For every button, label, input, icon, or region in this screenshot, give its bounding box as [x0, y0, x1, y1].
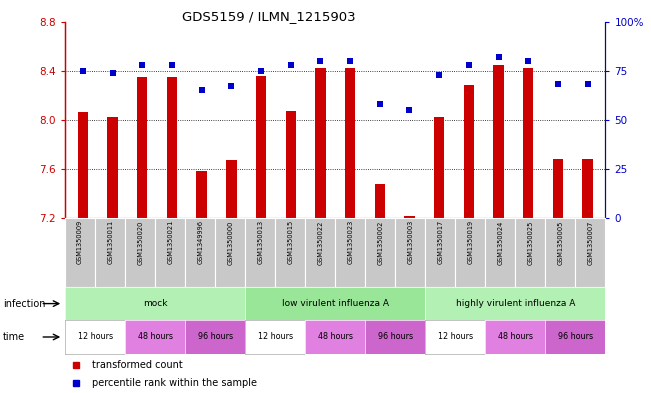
- Bar: [345, 68, 355, 218]
- Text: low virulent influenza A: low virulent influenza A: [282, 299, 389, 308]
- Bar: [493, 64, 504, 218]
- Text: 96 hours: 96 hours: [378, 332, 413, 342]
- Point: [77, 68, 88, 74]
- Point: [583, 81, 593, 88]
- Bar: [197, 171, 207, 218]
- Text: GSM1350021: GSM1350021: [167, 220, 173, 264]
- Point: [553, 81, 563, 88]
- Text: 96 hours: 96 hours: [198, 332, 233, 342]
- Bar: [137, 77, 148, 218]
- Text: GSM1350017: GSM1350017: [437, 220, 443, 264]
- Text: 48 hours: 48 hours: [137, 332, 173, 342]
- Text: GSM1350007: GSM1350007: [587, 220, 594, 264]
- Text: transformed count: transformed count: [92, 360, 183, 371]
- Text: mock: mock: [143, 299, 167, 308]
- Text: GSM1350015: GSM1350015: [287, 220, 293, 264]
- Point: [315, 58, 326, 64]
- Bar: [107, 118, 118, 218]
- Point: [345, 58, 355, 64]
- Text: GSM1350019: GSM1350019: [467, 220, 473, 264]
- Text: GSM1350011: GSM1350011: [107, 220, 113, 264]
- Text: 12 hours: 12 hours: [437, 332, 473, 342]
- Text: 48 hours: 48 hours: [318, 332, 353, 342]
- Point: [197, 87, 207, 94]
- Bar: [256, 75, 266, 218]
- Text: percentile rank within the sample: percentile rank within the sample: [92, 378, 257, 388]
- Bar: [286, 111, 296, 218]
- Bar: [77, 112, 88, 218]
- Text: GSM1350024: GSM1350024: [497, 220, 503, 264]
- Text: 96 hours: 96 hours: [558, 332, 593, 342]
- Point: [167, 62, 177, 68]
- Point: [523, 58, 533, 64]
- Text: GSM1350005: GSM1350005: [557, 220, 563, 264]
- Text: 12 hours: 12 hours: [77, 332, 113, 342]
- Bar: [464, 85, 474, 218]
- Text: infection: infection: [3, 299, 46, 309]
- Point: [404, 107, 415, 113]
- Text: GSM1350025: GSM1350025: [527, 220, 533, 264]
- Text: 12 hours: 12 hours: [258, 332, 293, 342]
- Text: GSM1350009: GSM1350009: [77, 220, 83, 264]
- Text: GSM1350003: GSM1350003: [408, 220, 413, 264]
- Text: GSM1350023: GSM1350023: [347, 220, 353, 264]
- Bar: [553, 159, 563, 218]
- Bar: [434, 118, 445, 218]
- Text: GSM1350020: GSM1350020: [137, 220, 143, 264]
- Text: time: time: [3, 332, 25, 342]
- Bar: [167, 77, 177, 218]
- Point: [226, 83, 236, 90]
- Text: GSM1350000: GSM1350000: [227, 220, 233, 264]
- Point: [286, 62, 296, 68]
- Bar: [523, 68, 533, 218]
- Point: [464, 62, 474, 68]
- Text: GSM1350022: GSM1350022: [317, 220, 324, 264]
- Bar: [315, 68, 326, 218]
- Text: GDS5159 / ILMN_1215903: GDS5159 / ILMN_1215903: [182, 10, 356, 23]
- Point: [256, 68, 266, 74]
- Point: [493, 54, 504, 60]
- Text: GSM1349996: GSM1349996: [197, 220, 203, 264]
- Bar: [226, 160, 236, 218]
- Text: highly virulent influenza A: highly virulent influenza A: [456, 299, 575, 308]
- Point: [107, 70, 118, 76]
- Point: [137, 62, 148, 68]
- Point: [374, 101, 385, 107]
- Bar: [583, 159, 593, 218]
- Point: [434, 72, 445, 78]
- Text: GSM1350013: GSM1350013: [257, 220, 263, 264]
- Text: GSM1350002: GSM1350002: [378, 220, 383, 264]
- Bar: [404, 216, 415, 218]
- Bar: [374, 184, 385, 218]
- Text: 48 hours: 48 hours: [498, 332, 533, 342]
